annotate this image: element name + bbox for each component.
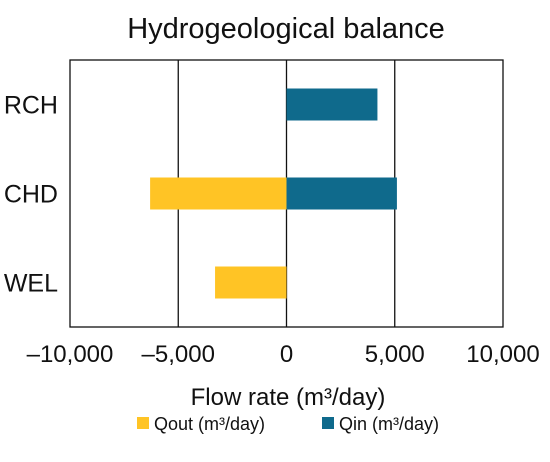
legend-label: Qout (m³/day)	[154, 414, 265, 434]
category-label: RCH	[4, 92, 58, 120]
plot-area: RCH CHD WEL –10,000 –5,000 0 5,000 10,000	[4, 59, 540, 368]
x-tick-label: –10,000	[27, 341, 114, 368]
category-label: CHD	[4, 181, 58, 209]
legend-swatch	[322, 417, 334, 429]
x-tick-label: 10,000	[466, 341, 539, 368]
legend-swatch	[137, 417, 149, 429]
bar-wel-qout	[215, 266, 287, 299]
plot-border	[69, 59, 504, 328]
chart-title: Hydrogeological balance	[127, 13, 445, 45]
legend-label: Qin (m³/day)	[339, 414, 439, 434]
bar-chd-qin	[286, 177, 397, 210]
x-axis-title: Flow rate (m³/day)	[191, 384, 386, 411]
bar-chd-qout	[150, 177, 287, 210]
category-label: WEL	[4, 270, 58, 298]
x-tick-label: 0	[280, 341, 293, 368]
bar-rch-qin	[286, 88, 378, 121]
x-tick-label: 5,000	[365, 341, 425, 368]
legend: Qout (m³/day) Qin (m³/day)	[137, 414, 439, 434]
x-tick-label: –5,000	[142, 341, 215, 368]
